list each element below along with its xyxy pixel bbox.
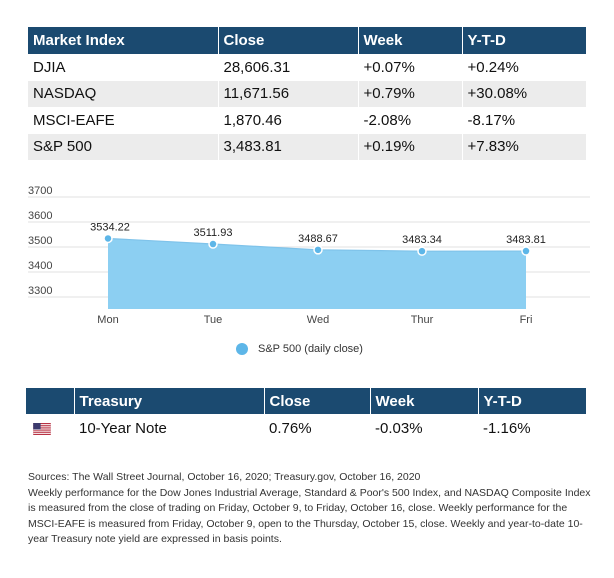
index-name: NASDAQ xyxy=(28,80,219,107)
index-ytd: -8.17% xyxy=(462,107,586,134)
x-tick-label: Tue xyxy=(204,314,223,326)
data-point xyxy=(103,233,113,244)
header-close: Close xyxy=(264,388,371,414)
treasury-header-row: Treasury Close Week Y-T-D xyxy=(26,388,586,414)
data-point xyxy=(313,245,323,255)
header-market-index: Market Index xyxy=(28,27,219,54)
y-tick-label: 3300 xyxy=(28,285,52,297)
index-ytd: +0.24% xyxy=(462,54,586,81)
sources-note: Sources: The Wall Street Journal, Octobe… xyxy=(28,471,421,483)
x-tick-label: Wed xyxy=(307,314,329,326)
table-row: S&P 500 3,483.81 +0.19% +7.83% xyxy=(28,133,586,160)
table-row: DJIA 28,606.31 +0.07% +0.24% xyxy=(28,54,586,81)
y-tick-label: 3700 xyxy=(28,185,52,197)
area-fill xyxy=(108,238,526,309)
data-point xyxy=(417,246,427,256)
footnotes: Sources: The Wall Street Journal, Octobe… xyxy=(28,470,598,548)
treasury-table: Treasury Close Week Y-T-D 10-Year Note xyxy=(26,388,586,442)
index-close: 11,671.56 xyxy=(218,80,359,107)
flag-cell xyxy=(26,414,74,442)
legend-marker xyxy=(236,343,248,355)
header-ytd: Y-T-D xyxy=(462,27,586,54)
data-label: 3511.93 xyxy=(194,227,233,239)
header-week: Week xyxy=(370,388,479,414)
data-point xyxy=(208,239,218,249)
x-tick-label: Mon xyxy=(97,314,118,326)
table-row: 10-Year Note 0.76% -0.03% -1.16% xyxy=(26,414,586,442)
index-ytd: +30.08% xyxy=(462,80,586,107)
treasury-close: 0.76% xyxy=(269,419,312,437)
data-label: 3483.81 xyxy=(506,234,546,246)
market-table-header-row: Market Index Close Week Y-T-D xyxy=(28,27,586,54)
index-ytd: +7.83% xyxy=(462,133,586,160)
x-tick-label: Thur xyxy=(411,314,434,326)
index-week: +0.19% xyxy=(358,133,463,160)
treasury-ytd: -1.16% xyxy=(483,419,531,437)
index-name: MSCI-EAFE xyxy=(28,107,219,134)
market-index-table: Market Index Close Week Y-T-D DJIA 28,60… xyxy=(28,27,586,160)
x-tick-label: Fri xyxy=(520,314,533,326)
table-row: NASDAQ 11,671.56 +0.79% +30.08% xyxy=(28,80,586,107)
index-close: 3,483.81 xyxy=(218,133,359,160)
index-week: -2.08% xyxy=(358,107,463,134)
treasury-week: -0.03% xyxy=(375,419,423,437)
index-close: 28,606.31 xyxy=(218,54,359,81)
header-ytd: Y-T-D xyxy=(478,388,586,414)
index-week: +0.07% xyxy=(358,54,463,81)
table-row: MSCI-EAFE 1,870.46 -2.08% -8.17% xyxy=(28,107,586,134)
data-label: 3534.22 xyxy=(90,221,130,233)
sp500-daily-chart: 3700 3600 3500 3400 3300 3534.22 3511.93 3488.6… xyxy=(0,185,614,375)
data-point xyxy=(521,246,531,256)
y-tick-label: 3400 xyxy=(28,260,52,272)
treasury-name: 10-Year Note xyxy=(79,419,167,437)
index-close: 1,870.46 xyxy=(218,107,359,134)
methodology-note: Weekly performance for the Dow Jones Ind… xyxy=(28,486,591,546)
y-tick-label: 3600 xyxy=(28,210,52,222)
header-close: Close xyxy=(218,27,359,54)
header-week: Week xyxy=(358,27,463,54)
header-treasury: Treasury xyxy=(74,388,265,414)
data-label: 3488.67 xyxy=(298,233,338,245)
legend-label: S&P 500 (daily close) xyxy=(258,343,363,355)
index-name: S&P 500 xyxy=(28,133,219,160)
header-spacer xyxy=(26,388,75,414)
index-name: DJIA xyxy=(28,54,219,81)
chart-legend: S&P 500 (daily close) xyxy=(236,343,363,355)
chart-plot: 3700 3600 3500 3400 3300 3534.22 3511.93 3488.6… xyxy=(28,185,590,326)
us-flag-icon xyxy=(33,422,51,435)
index-week: +0.79% xyxy=(358,80,463,107)
y-tick-label: 3500 xyxy=(28,235,52,247)
data-label: 3483.34 xyxy=(402,234,442,246)
